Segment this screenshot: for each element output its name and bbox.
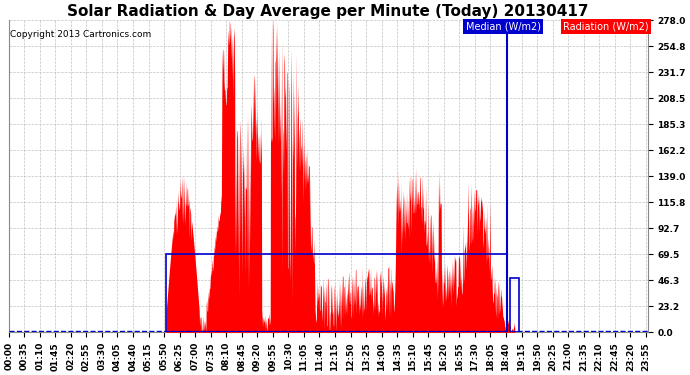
- Title: Solar Radiation & Day Average per Minute (Today) 20130417: Solar Radiation & Day Average per Minute…: [68, 4, 589, 19]
- Text: Copyright 2013 Cartronics.com: Copyright 2013 Cartronics.com: [10, 30, 151, 39]
- Text: Radiation (W/m2): Radiation (W/m2): [563, 22, 649, 32]
- Bar: [166, 254, 507, 332]
- Text: Median (W/m2): Median (W/m2): [466, 22, 540, 32]
- Bar: [511, 278, 520, 332]
